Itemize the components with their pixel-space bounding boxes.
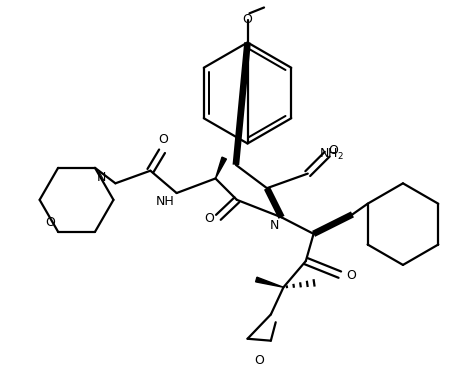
Polygon shape (215, 157, 226, 179)
Text: O: O (347, 269, 357, 282)
Text: NH: NH (156, 195, 175, 208)
Text: O: O (328, 144, 338, 157)
Text: N: N (270, 219, 280, 232)
Text: N: N (97, 171, 106, 184)
Polygon shape (256, 277, 283, 287)
Text: O: O (243, 13, 252, 26)
Text: NH$_2$: NH$_2$ (319, 147, 344, 162)
Text: O: O (254, 354, 264, 367)
Text: O: O (158, 134, 168, 146)
Text: O: O (205, 212, 214, 225)
Text: O: O (45, 216, 55, 229)
